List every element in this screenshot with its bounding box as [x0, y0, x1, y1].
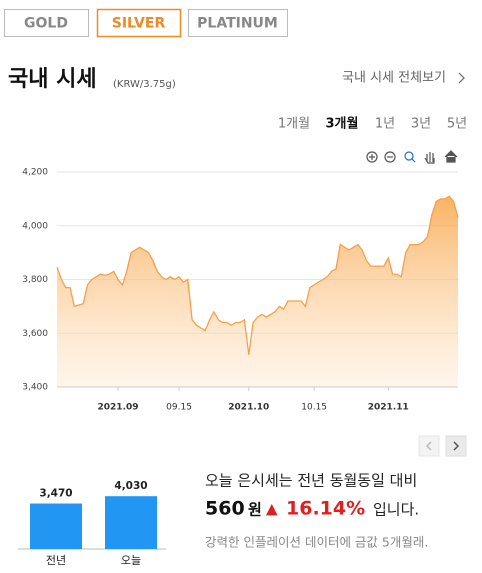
area-line [56, 195, 459, 355]
next-button[interactable] [445, 435, 467, 457]
tab-label[interactable]: GOLD [24, 16, 68, 32]
unit-label: (KRW/3.75g) [113, 79, 176, 90]
tab[interactable] [188, 9, 288, 37]
tab-label[interactable]: SILVER [112, 16, 166, 32]
chevron-icon[interactable] [458, 72, 465, 84]
x-tick-label: 2021.10 [228, 403, 269, 413]
zoom-icon[interactable] [404, 151, 414, 161]
tab[interactable] [4, 9, 89, 37]
y-tick-label: 3,400 [22, 383, 48, 393]
prev-icon [425, 441, 432, 451]
x-tick-label: 2021.11 [368, 403, 409, 413]
bar-value-label: 3,470 [39, 488, 72, 500]
summary-pct: 16.14% [286, 498, 365, 520]
period-option[interactable]: 1개월 [278, 117, 310, 132]
y-tick-label: 3,600 [22, 329, 48, 339]
bar-value-label: 4,030 [114, 480, 147, 492]
next-icon [453, 441, 460, 451]
summary-line: 오늘 은시세는 전년 동월동일 대비 [205, 472, 417, 490]
y-tick-label: 4,200 [22, 168, 48, 178]
tab[interactable] [96, 8, 182, 38]
chart-tools [366, 150, 458, 164]
summary-diff: 560 [205, 498, 245, 520]
summary-suffix: 입니다. [373, 501, 419, 519]
x-tick-label: 오늘 [121, 554, 141, 567]
period-option[interactable]: 3년 [411, 117, 431, 132]
x-tick-label: 2021.09 [98, 403, 139, 413]
x-tick-label: 09.15 [166, 403, 192, 413]
period-option[interactable]: 3개월 [326, 116, 359, 132]
y-tick-label: 4,000 [22, 221, 48, 231]
zoom-out-icon[interactable] [384, 151, 396, 163]
period-option[interactable]: 5년 [447, 117, 467, 132]
summary-unit: 원 [248, 501, 262, 519]
period-option[interactable]: 1년 [375, 117, 395, 132]
home-icon[interactable] [444, 150, 458, 163]
pan-icon[interactable] [424, 152, 435, 164]
zoom-in-icon[interactable] [366, 151, 378, 163]
area-fill [57, 196, 458, 387]
summary-arrow: ▲ [266, 500, 278, 518]
prev-button[interactable] [418, 435, 440, 457]
bar [30, 503, 82, 549]
x-tick-label: 전년 [46, 554, 66, 567]
bar [105, 496, 157, 549]
x-tick-label: 10.15 [301, 403, 327, 413]
view-all-link[interactable]: 국내 시세 전체보기 [342, 71, 446, 86]
summary-note: 강력한 인플레이션 데이터에 금값 5개월래. [205, 535, 428, 550]
y-tick-label: 3,800 [22, 275, 48, 285]
tab-label[interactable]: PLATINUM [197, 16, 278, 32]
section-title: 국내 시세 [8, 67, 97, 92]
